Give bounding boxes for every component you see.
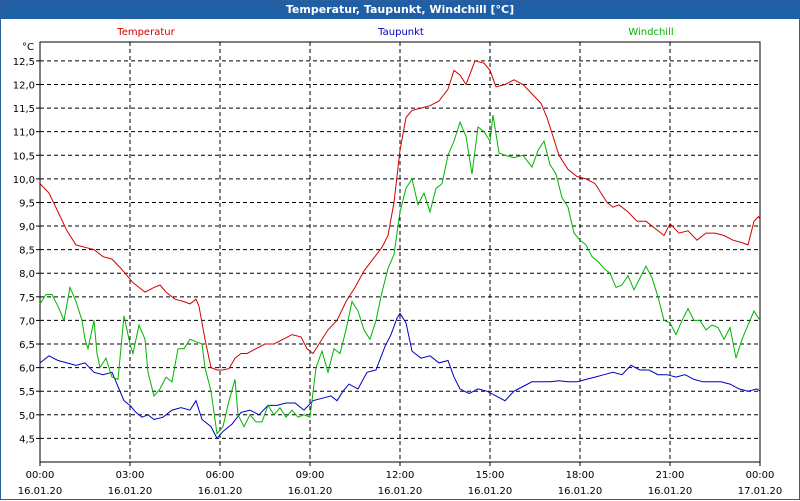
y-tick-label: 11,0 <box>13 128 35 139</box>
y-tick-label: 11,5 <box>13 104 35 115</box>
series-lines <box>39 60 761 440</box>
y-tick-label: 8,5 <box>19 246 35 257</box>
y-tick-label: 9,5 <box>19 198 35 209</box>
x-tick-date-label: 16.01.20 <box>198 486 243 497</box>
y-tick-label: 10,0 <box>13 175 35 186</box>
x-tick-time-label: 09:00 <box>296 470 325 481</box>
y-tick-label: 7,0 <box>19 316 35 327</box>
y-tick-label: 6,0 <box>19 364 35 375</box>
x-tick-time-label: 00:00 <box>746 470 775 481</box>
grid <box>40 42 760 462</box>
series-line-taupunkt <box>39 312 761 440</box>
y-tick-label: 4,5 <box>19 434 35 445</box>
y-axis-unit: °C <box>22 42 34 53</box>
series-line-temperatur <box>39 60 761 371</box>
series-line-windchill <box>39 115 761 435</box>
legend-label-taupunkt: Taupunkt <box>377 27 424 38</box>
y-tick-label: 10,5 <box>13 151 35 162</box>
legend-label-windchill: Windchill <box>628 27 673 38</box>
x-tick-time-label: 21:00 <box>656 470 685 481</box>
x-tick-time-label: 18:00 <box>566 470 595 481</box>
y-tick-label: 12,5 <box>13 57 35 68</box>
y-tick-label: 7,5 <box>19 293 35 304</box>
y-tick-label: 5,5 <box>19 387 35 398</box>
x-tick-time-label: 03:00 <box>116 470 145 481</box>
x-tick-time-label: 06:00 <box>206 470 235 481</box>
y-tick-label: 8,0 <box>19 269 35 280</box>
x-tick-date-label: 16.01.20 <box>468 486 513 497</box>
x-tick-date-label: 16.01.20 <box>108 486 153 497</box>
y-axis: °C 4,5 5,0 5,5 6,0 6,5 7,0 7,5 8,0 8,5 9,0 9,5 10,0… <box>13 42 40 445</box>
x-tick-date-label: 17.01.20 <box>738 486 783 497</box>
x-tick-date-label: 16.01.20 <box>648 486 693 497</box>
legend-label-temperatur: Temperatur <box>116 27 175 38</box>
x-tick-time-label: 12:00 <box>386 470 415 481</box>
x-tick-date-label: 16.01.20 <box>288 486 333 497</box>
y-tick-label: 9,0 <box>19 222 35 233</box>
x-tick-date-label: 16.01.20 <box>378 486 423 497</box>
legend: Temperatur Taupunkt Windchill <box>116 27 673 38</box>
y-tick-label: 6,5 <box>19 340 35 351</box>
y-tick-label: 12,0 <box>13 80 35 91</box>
y-tick-label: 5,0 <box>19 411 35 422</box>
x-tick-date-label: 16.01.20 <box>558 486 603 497</box>
x-tick-date-label: 16.01.20 <box>18 486 63 497</box>
x-axis: 00:00 16.01.20 03:00 16.01.20 06:00 16.01.20 0… <box>18 462 783 497</box>
x-tick-time-label: 00:00 <box>26 470 55 481</box>
window-title: Temperatur, Taupunkt, Windchill [°C] <box>1 1 799 19</box>
x-tick-time-label: 15:00 <box>476 470 505 481</box>
